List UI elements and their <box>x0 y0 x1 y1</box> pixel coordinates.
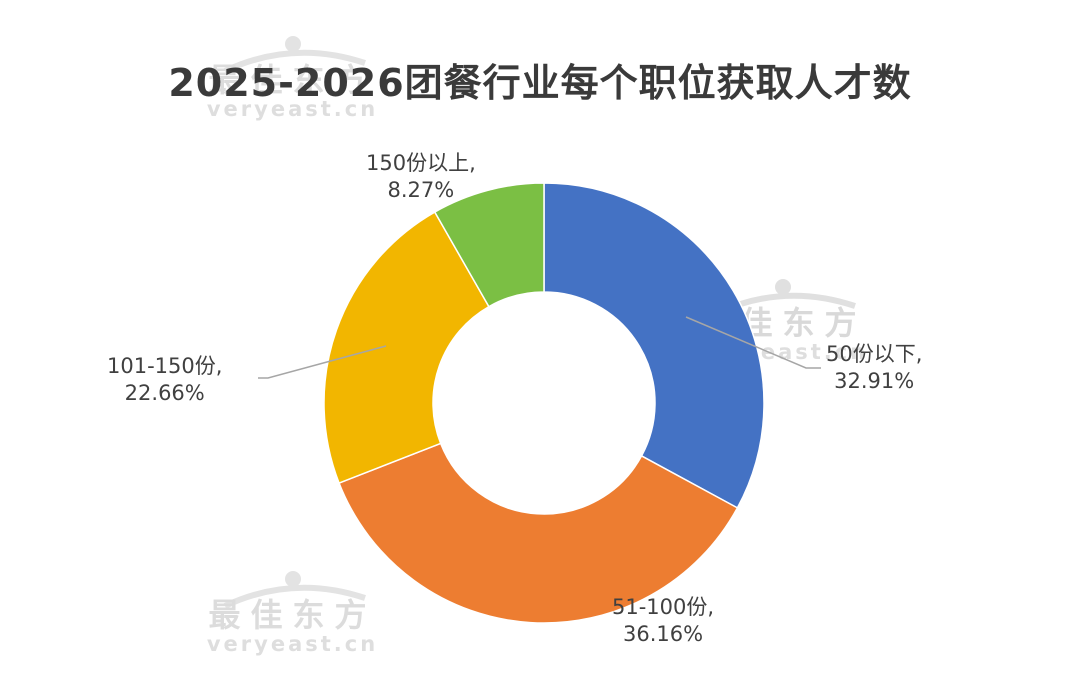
data-label-percent: 32.91% <box>834 369 915 393</box>
data-label-category: 51-100份, <box>612 595 715 619</box>
data-label-50-below: 50份以下, 32.91% <box>826 341 922 395</box>
leader-line-101-150 <box>258 345 387 379</box>
donut-slice-150-above <box>433 182 545 308</box>
data-label-category: 101-150份, <box>107 354 223 378</box>
data-label-150-above: 150份以上, 8.27% <box>366 150 476 204</box>
donut-slice-50-below <box>543 182 765 509</box>
leader-lines <box>258 316 821 379</box>
data-label-category: 50份以下, <box>826 342 923 366</box>
donut-slice-101-150 <box>323 211 490 485</box>
leader-line-50-below <box>685 316 821 369</box>
data-label-101-150: 101-150份, 22.66% <box>107 353 222 407</box>
donut-slices <box>323 182 765 624</box>
data-label-percent: 36.16% <box>622 622 704 646</box>
data-label-category: 150份以上, <box>366 151 476 175</box>
chart-title: 2025-2026团餐行业每个职位获取人才数 <box>168 61 912 105</box>
data-label-percent: 8.27% <box>387 178 455 202</box>
data-label-51-100: 51-100份, 36.16% <box>612 594 714 648</box>
data-label-percent: 22.66% <box>124 381 205 405</box>
donut-slice-51-100 <box>338 442 739 624</box>
